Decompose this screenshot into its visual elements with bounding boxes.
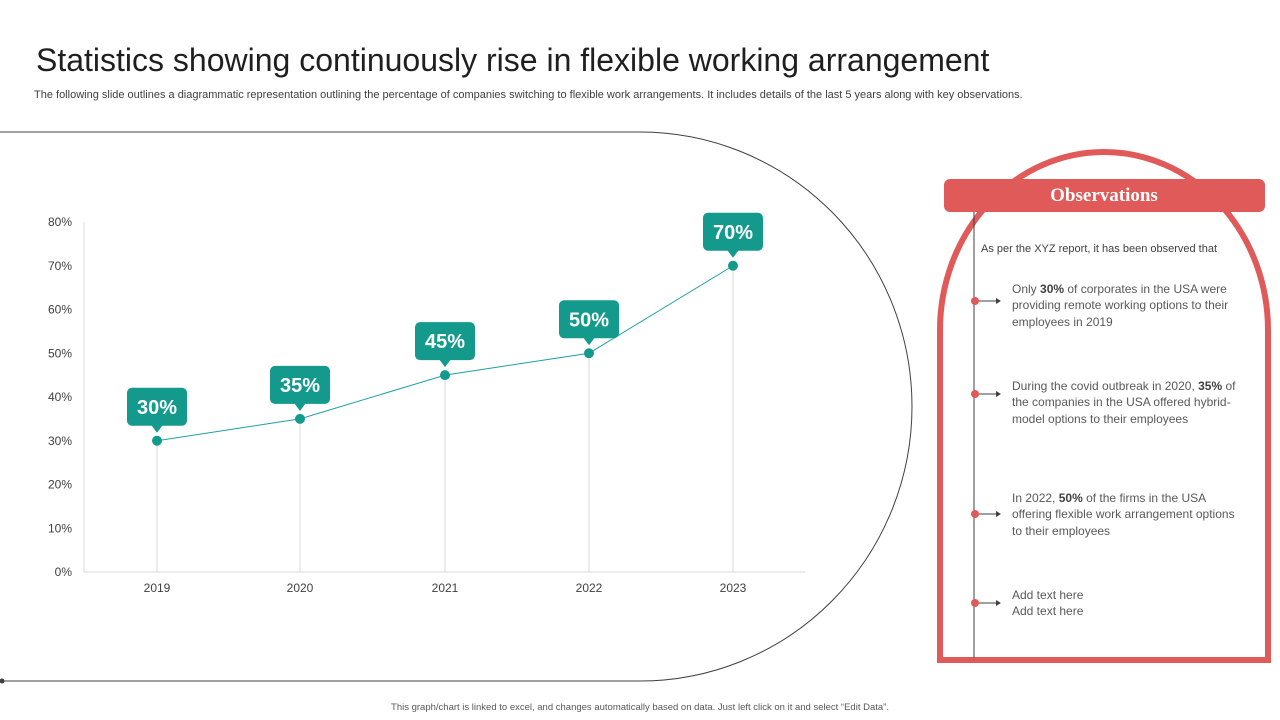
data-label-callout: 35%: [270, 365, 330, 411]
callout-box: [703, 212, 763, 251]
observation-item-1: Only 30% of corporates in the USA were p…: [1012, 282, 1229, 329]
x-tick-label: 2021: [432, 581, 459, 595]
observations-heading: Observations: [1050, 185, 1158, 206]
y-tick-label: 10%: [48, 521, 72, 535]
callout-pointer: [583, 337, 595, 346]
observation-marker-2: [971, 390, 1001, 398]
y-tick-labels: 0% 10% 20% 30% 40% 50% 60% 70% 80%: [48, 215, 72, 579]
data-points: [152, 260, 738, 446]
y-tick-label: 60%: [48, 303, 72, 317]
y-tick-label: 80%: [48, 215, 72, 229]
data-label-callout: 70%: [703, 212, 763, 258]
x-tick-label: 2023: [720, 581, 747, 595]
observation-item-2: During the covid outbreak in 2020, 35% o…: [1012, 379, 1236, 426]
data-label: 35%: [280, 375, 320, 397]
x-tick-labels: 2019 2020 2021 2022 2023: [144, 581, 747, 595]
callout-box: [415, 322, 475, 361]
x-tick-label: 2022: [576, 581, 603, 595]
observations-intro: As per the XYZ report, it has been obser…: [981, 243, 1218, 255]
y-tick-label: 70%: [48, 259, 72, 273]
y-tick-label: 40%: [48, 390, 72, 404]
callout-pointer: [439, 359, 451, 368]
observation-marker-4: [971, 599, 1001, 607]
observations-arch: [937, 149, 1271, 663]
footer-note: This graph/chart is linked to excel, and…: [391, 702, 889, 713]
observation-item-4: Add text here Add text here: [1012, 588, 1084, 619]
frame-dot: [0, 678, 5, 684]
x-tick-label: 2019: [144, 581, 171, 595]
callout-box: [127, 387, 187, 426]
x-tick-label: 2020: [287, 581, 314, 595]
data-label: 45%: [425, 331, 465, 353]
data-label: 50%: [569, 309, 609, 331]
y-tick-label: 50%: [48, 346, 72, 360]
data-point[interactable]: [440, 370, 450, 381]
data-label-callout: 45%: [415, 322, 475, 368]
callout-pointer: [294, 402, 306, 411]
data-label-callouts: 30% 35% 45% 50% 70%: [127, 212, 763, 433]
y-tick-label: 30%: [48, 434, 72, 448]
data-label: 70%: [713, 222, 753, 244]
data-label: 30%: [137, 397, 177, 419]
drop-lines: [156, 265, 734, 572]
y-tick-label: 20%: [48, 478, 72, 492]
observation-marker-1: [971, 297, 1001, 305]
data-point[interactable]: [295, 413, 305, 424]
y-tick-label: 0%: [55, 565, 73, 579]
observation-marker-3: [971, 510, 1001, 518]
data-point[interactable]: [152, 435, 162, 446]
observation-item-3: In 2022, 50% of the firms in the USA off…: [1012, 491, 1235, 538]
callout-pointer: [151, 424, 163, 433]
page-subtitle: The following slide outlines a diagramma…: [34, 89, 1023, 101]
observations-heading-bar: [944, 179, 1265, 212]
page-title: Statistics showing continuously rise in …: [36, 42, 990, 78]
data-point[interactable]: [728, 260, 738, 271]
data-point[interactable]: [584, 348, 594, 359]
callout-box: [270, 365, 330, 404]
callout-box: [559, 300, 619, 339]
data-label-callout: 30%: [127, 387, 187, 433]
data-label-callout: 50%: [559, 300, 619, 346]
callout-pointer: [727, 249, 739, 258]
frame-arc: [0, 131, 913, 682]
